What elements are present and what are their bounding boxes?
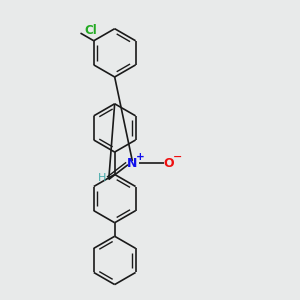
- Text: N: N: [127, 157, 137, 170]
- Text: O: O: [164, 157, 175, 170]
- Text: H: H: [98, 173, 106, 183]
- Text: −: −: [173, 152, 182, 162]
- Text: Cl: Cl: [84, 24, 97, 37]
- Text: +: +: [136, 152, 145, 162]
